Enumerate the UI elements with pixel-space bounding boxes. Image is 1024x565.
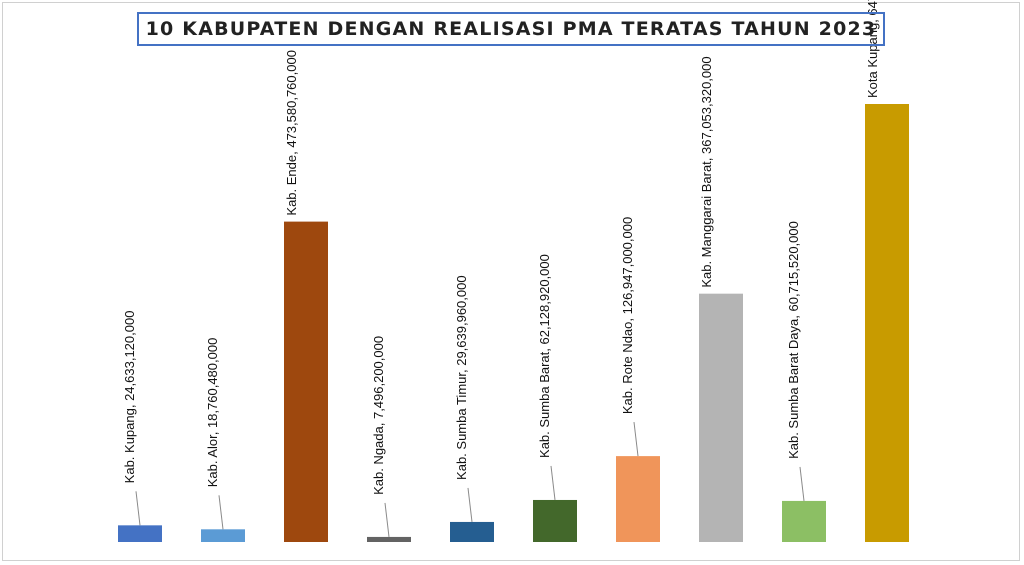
leader-line-kab-sumba-barat xyxy=(550,465,556,501)
bar-kab-rote-ndao xyxy=(616,456,660,542)
data-label-kab-sumba-barat-daya: Kab. Sumba Barat Daya, 60,715,520,000 xyxy=(786,221,801,459)
data-label-kab-sumba-timur: Kab. Sumba Timur, 29,639,960,000 xyxy=(454,275,469,480)
bar-kota-kupang xyxy=(865,104,909,542)
data-label-kab-ngada: Kab. Ngada, 7,496,200,000 xyxy=(371,336,386,495)
leader-line-kab-alor xyxy=(218,495,224,530)
bar-kab-alor xyxy=(201,529,245,542)
leader-line-kab-sumba-barat-daya xyxy=(799,466,805,501)
data-label-kab-ende: Kab. Ende, 473,580,760,000 xyxy=(284,50,299,216)
data-label-kab-kupang: Kab. Kupang, 24,633,120,000 xyxy=(122,311,137,484)
leader-line-kab-ngada xyxy=(384,502,390,537)
leader-line-kab-rote-ndao xyxy=(633,422,639,457)
leader-line-kab-sumba-timur xyxy=(467,487,473,523)
chart-title: 10 KABUPATEN DENGAN REALISASI PMA TERATA… xyxy=(145,18,877,40)
bar-kab-ngada xyxy=(367,536,411,542)
leader-line-kab-kupang xyxy=(135,491,141,526)
data-label-kab-rote-ndao: Kab. Rote Ndao, 126,947,000,000 xyxy=(620,217,635,414)
bar-kab-manggarai-barat xyxy=(699,293,743,542)
bar-kab-sumba-barat-daya xyxy=(782,500,826,542)
data-label-kab-manggarai-barat: Kab. Manggarai Barat, 367,053,320,000 xyxy=(699,56,714,287)
bar-kab-sumba-barat xyxy=(533,499,577,542)
chart-title-box: 10 KABUPATEN DENGAN REALISASI PMA TERATA… xyxy=(137,12,885,46)
data-label-kota-kupang: Kota Kupang, 647,414,160,000 xyxy=(865,0,880,98)
data-label-kab-alor: Kab. Alor, 18,760,480,000 xyxy=(205,338,220,488)
bar-kab-ende xyxy=(284,221,328,542)
data-label-kab-sumba-barat: Kab. Sumba Barat, 62,128,920,000 xyxy=(537,254,552,458)
bar-kab-sumba-timur xyxy=(450,521,494,542)
bar-kab-kupang xyxy=(118,525,162,542)
